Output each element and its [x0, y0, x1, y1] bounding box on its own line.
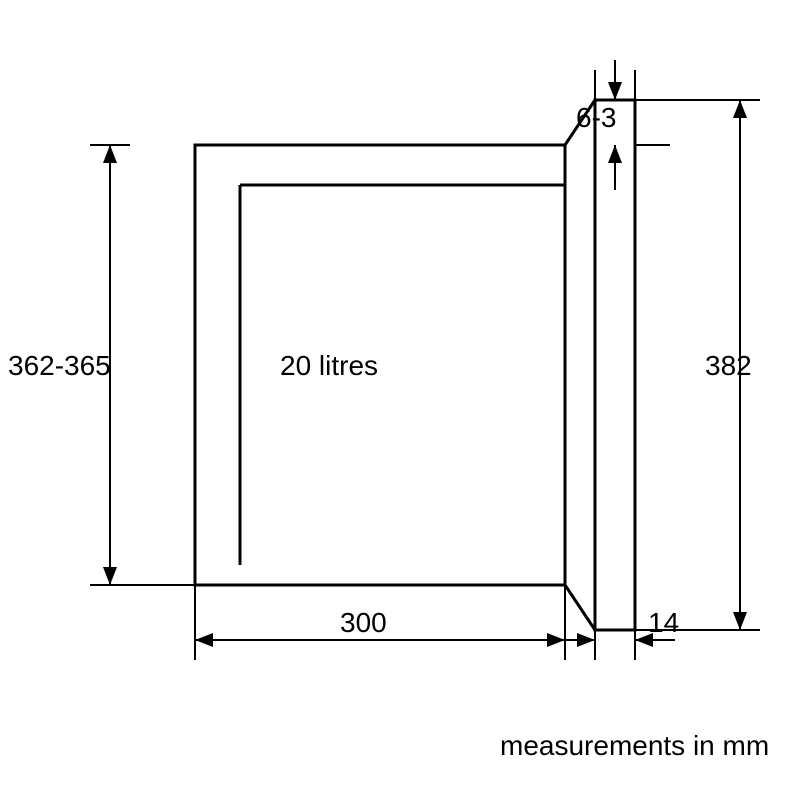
dimension-drawing: 362-365 382 300 14 6-3 20 litres measurements …: [0, 0, 800, 800]
dim-depth: 300: [340, 607, 387, 638]
dim-top-gap: 6-3: [576, 102, 616, 133]
units-note: measurements in mm: [500, 730, 769, 761]
dim-bottom-gap: 14: [648, 607, 679, 638]
dim-height-front: 382: [705, 350, 752, 381]
dim-height-cabinet: 362-365: [8, 350, 111, 381]
capacity-label: 20 litres: [280, 350, 378, 381]
